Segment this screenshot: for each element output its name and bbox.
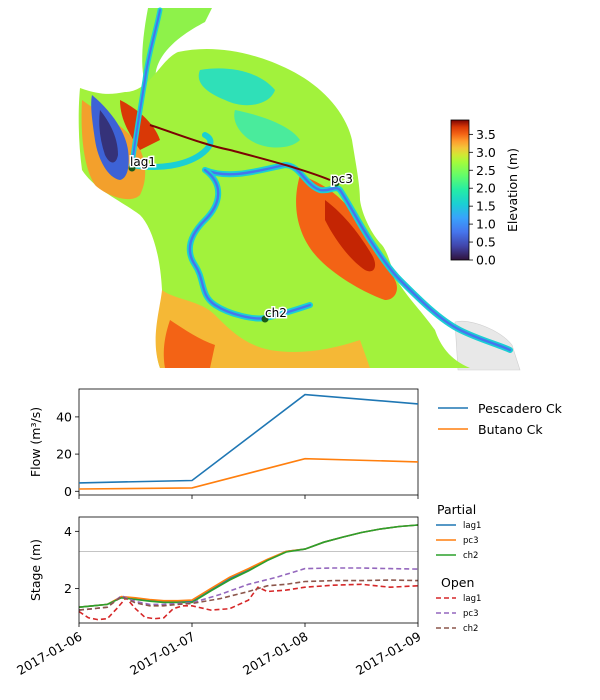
- stage-series-open-lag1: [78, 583, 419, 621]
- stage-series-partial-pc3: [78, 524, 419, 608]
- colorbar-tick-label: 0.0: [476, 253, 496, 268]
- station-lag1: lag1: [128, 154, 157, 172]
- stage-legend: Partial lag1 pc3 ch2 Open lag1 pc3 ch2: [436, 502, 481, 634]
- stage-legend-entry: pc3: [463, 609, 478, 619]
- colorbar-tick-label: 1.5: [476, 199, 496, 214]
- stage-legend-entry: ch2: [463, 624, 478, 634]
- stage-xtick-label: 2017-01-07: [127, 629, 197, 678]
- colorbar-tick-label: 1.0: [476, 217, 496, 232]
- stage-legend-entry: pc3: [463, 536, 478, 546]
- station-label-pc3: pc3: [331, 172, 353, 186]
- colorbar: 0.0 0.5 1.0 1.5 2.0 2.5 3.0 3.5 Elevation (m): [450, 119, 520, 268]
- colorbar-tick-label: 3.0: [476, 145, 496, 160]
- highland-east-inner: [325, 200, 376, 272]
- flow-series-butano: [78, 457, 419, 490]
- colorbar-tick-label: 3.5: [476, 127, 496, 142]
- stage-chart: 2 4 2017-01-06 2017-01-07 2017-01-08 2017-01…: [14, 502, 481, 678]
- stage-legend-entry: ch2: [463, 551, 478, 561]
- stage-series-open-ch2: [78, 579, 419, 611]
- legend-butano: Butano Ck: [478, 422, 543, 437]
- marsh-north: [198, 68, 275, 106]
- stage-legend-title: Open: [441, 575, 474, 590]
- stage-xtick-label: 2017-01-08: [240, 629, 310, 678]
- colorbar-tick-label: 0.5: [476, 235, 496, 250]
- levee-road: [149, 124, 331, 181]
- legend-pescadero: Pescadero Ck: [478, 401, 563, 416]
- land-spit: [142, 8, 212, 95]
- stage-ytick-label: 4: [64, 524, 72, 539]
- marsh-north-2: [234, 110, 300, 148]
- flow-ytick-label: 20: [56, 447, 72, 462]
- stage-ylabel: Stage (m): [28, 539, 43, 601]
- flow-ytick-label: 40: [56, 409, 72, 424]
- stage-legend-title: Partial: [437, 502, 476, 517]
- station-label-ch2: ch2: [265, 306, 287, 320]
- flow-axes-frame: [78, 388, 419, 496]
- station-pc3: pc3: [330, 171, 355, 188]
- stage-xtick-label: 2017-01-06: [14, 629, 84, 678]
- colorbar-label: Elevation (m): [505, 148, 520, 232]
- lagoon-deep: [99, 110, 118, 163]
- stage-series-open-pc3: [78, 567, 419, 611]
- flow-series-pescadero: [78, 393, 419, 484]
- stage-legend-entry: lag1: [463, 594, 481, 604]
- stage-ytick-label: 2: [64, 581, 72, 596]
- flow-legend: Pescadero Ck Butano Ck: [438, 401, 563, 437]
- stage-series-partial-ch2: [78, 524, 419, 608]
- station-ch2: ch2: [261, 305, 288, 323]
- station-label-lag1: lag1: [130, 155, 156, 169]
- colorbar-tick-label: 2.5: [476, 163, 496, 178]
- land-main: [78, 49, 471, 368]
- elevation-map: lag1 pc3 ch2: [78, 7, 521, 371]
- channel-north-inner: [131, 9, 161, 166]
- stage-series-partial-lag1: [78, 524, 419, 608]
- stage-xtick-label: 2017-01-09: [353, 629, 423, 678]
- stage-axes-frame: [78, 516, 419, 624]
- flow-ytick-label: 0: [64, 484, 72, 499]
- stage-legend-entry: lag1: [463, 521, 481, 531]
- flow-chart: 0 20 40 Flow (m³/s) Pescadero Ck Butano Ck: [28, 388, 563, 499]
- colorbar-gradient: [450, 119, 470, 261]
- colorbar-tick-label: 2.0: [476, 181, 496, 196]
- flow-ylabel: Flow (m³/s): [28, 407, 43, 477]
- mesh-outline: [454, 320, 521, 371]
- highland-south-inner: [163, 320, 215, 368]
